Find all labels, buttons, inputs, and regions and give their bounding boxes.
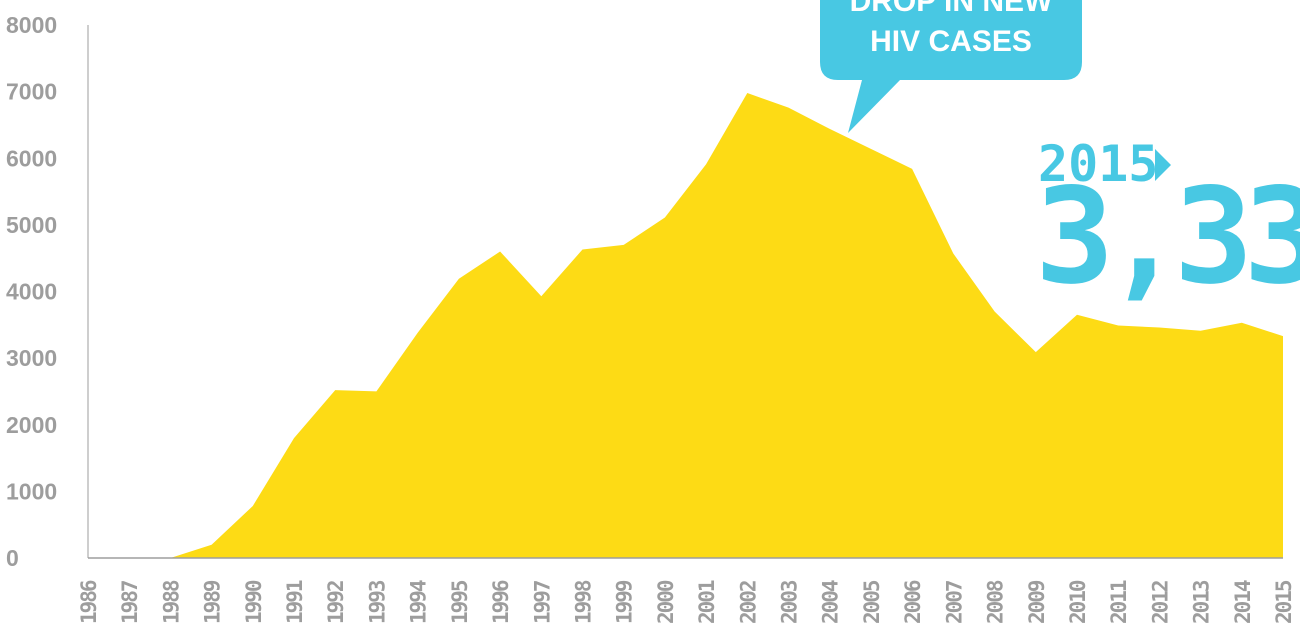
x-tick-label: 2013	[1190, 580, 1214, 624]
x-axis-ticks: 1986 1987 1988 1989 1990 1991 1992 1993 1994 1995…	[77, 580, 1296, 624]
y-tick-label: 0	[6, 545, 19, 571]
x-tick-label: 2015	[1272, 580, 1296, 624]
y-tick-label: 1000	[6, 478, 57, 504]
x-tick-label: 1992	[324, 581, 348, 624]
x-tick-label: 1989	[201, 580, 225, 624]
y-tick-label: 2000	[6, 412, 57, 438]
highlight-value: 3,330	[1035, 160, 1300, 314]
x-tick-label: 1994	[407, 580, 431, 624]
y-tick-label: 5000	[6, 212, 57, 238]
x-tick-label: 1998	[571, 580, 595, 624]
x-tick-label: 2006	[901, 580, 925, 624]
x-tick-label: 1999	[613, 580, 637, 624]
x-tick-label: 1990	[242, 580, 266, 624]
callout-line-2: HIV CASES	[870, 25, 1032, 58]
x-tick-label: 1996	[489, 580, 513, 624]
y-tick-label: 7000	[6, 79, 57, 105]
x-tick-label: 2008	[984, 580, 1008, 624]
x-tick-label: 2003	[778, 580, 802, 624]
x-tick-label: 2005	[860, 580, 884, 624]
x-tick-label: 1995	[448, 580, 472, 624]
x-tick-label: 2014	[1231, 580, 1255, 624]
x-tick-label: 1991	[283, 580, 307, 624]
x-tick-label: 2010	[1066, 580, 1090, 624]
y-tick-label: 3000	[6, 345, 57, 371]
x-tick-label: 1988	[159, 580, 183, 624]
drop-callout: DROP IN NEW HIV CASES	[820, 0, 1082, 133]
x-tick-label: 2001	[695, 580, 719, 624]
x-tick-label: 2007	[942, 580, 966, 624]
x-tick-label: 1987	[118, 580, 142, 624]
x-tick-label: 2004	[819, 580, 843, 624]
callout-line-1: DROP IN NEW	[850, 0, 1053, 18]
y-axis-ticks: 0 1000 2000 3000 4000 5000 6000 7000 8000	[6, 12, 57, 571]
callout-bubble	[820, 0, 1082, 133]
x-tick-label: 1986	[77, 580, 101, 624]
x-tick-label: 2012	[1148, 581, 1172, 624]
y-tick-label: 4000	[6, 279, 57, 305]
x-tick-label: 2009	[1025, 580, 1049, 624]
x-tick-label: 2011	[1107, 580, 1131, 624]
x-tick-label: 1997	[530, 580, 554, 624]
x-tick-label: 1993	[365, 580, 389, 624]
x-tick-label: 2000	[654, 580, 678, 624]
y-tick-label: 8000	[6, 12, 57, 38]
y-tick-label: 6000	[6, 145, 57, 171]
x-tick-label: 2002	[736, 581, 760, 624]
